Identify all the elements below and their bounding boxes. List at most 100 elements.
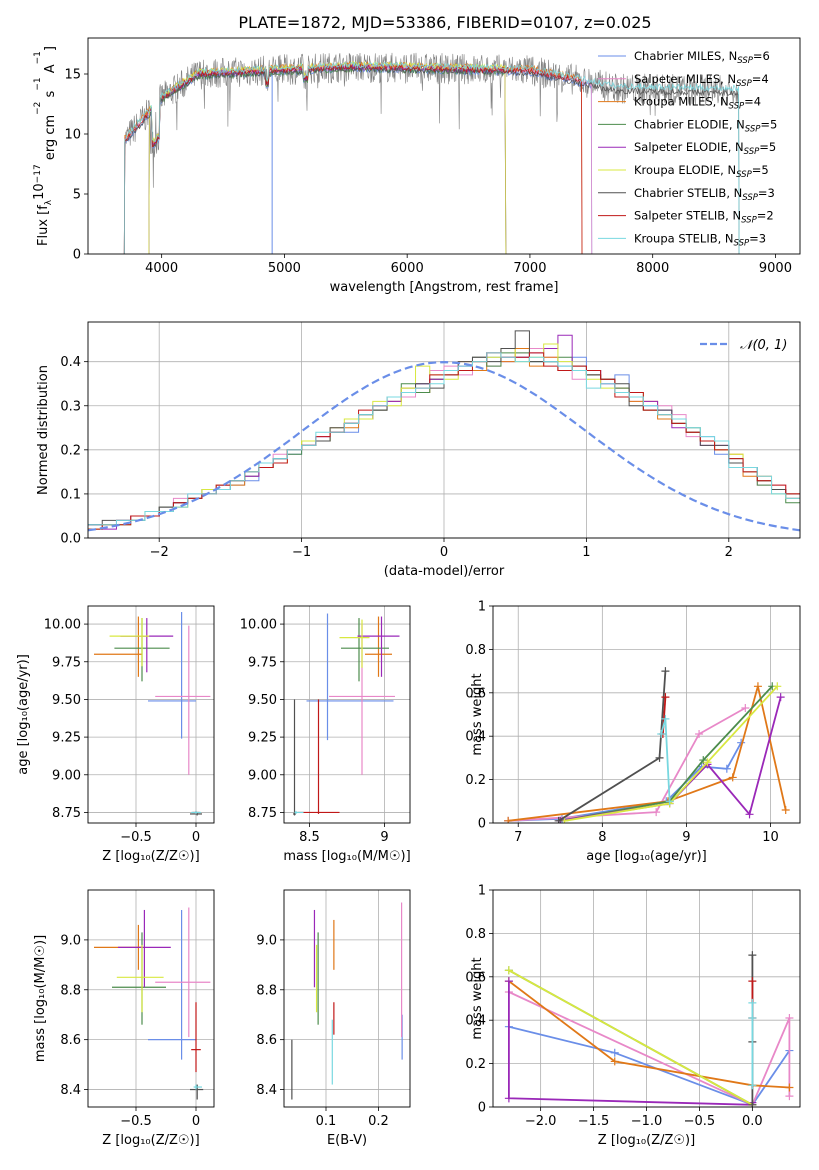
legend-label: Kroupa STELIB, NSSP=3 bbox=[634, 231, 766, 248]
x-tick-label: −1.0 bbox=[631, 1114, 663, 1129]
plot-area bbox=[88, 330, 800, 532]
weight-point-marker bbox=[748, 1081, 757, 1090]
y-tick-label: 9.00 bbox=[52, 768, 81, 783]
legend-label-tail: =4 bbox=[744, 95, 761, 109]
weight-point-marker bbox=[748, 1100, 757, 1107]
axes-frame bbox=[87, 37, 801, 255]
y-axis-label-part: s bbox=[43, 90, 58, 101]
normal-curve bbox=[88, 360, 800, 532]
y-tick-label: 10.00 bbox=[44, 618, 81, 633]
x-tick-label: 0 bbox=[192, 1114, 200, 1129]
y-axis-label: mass weight bbox=[470, 673, 485, 755]
y-tick-label: 8.8 bbox=[256, 983, 277, 998]
x-axis-label: Z [log₁₀(Z/Z☉)] bbox=[102, 849, 199, 864]
legend-label-tail: =6 bbox=[753, 49, 770, 63]
y-tick-label: 0.3 bbox=[60, 399, 81, 414]
x-tick-label: 1 bbox=[582, 545, 590, 560]
weight-point-marker bbox=[695, 730, 704, 739]
weight-point-marker bbox=[661, 667, 670, 676]
y-tick-label: 0.8 bbox=[465, 927, 486, 942]
axes: −0.5 0 8.4 8.6 8.8 9.0 Z [log₁₀(Z/Z☉)] mass [lo… bbox=[33, 889, 215, 1148]
grid-lines bbox=[88, 322, 800, 539]
x-tick-label: 0 bbox=[192, 830, 200, 845]
histogram-step bbox=[88, 352, 800, 526]
legend-label-sub: SSP bbox=[742, 193, 758, 203]
x-axis-label: Z [log₁₀(Z/Z☉)] bbox=[102, 1133, 199, 1148]
x-tick-label: 2 bbox=[725, 545, 733, 560]
x-axis-label: mass [log₁₀(M/M☉)] bbox=[283, 849, 410, 864]
weight-point-marker bbox=[657, 730, 666, 739]
y-axis-label-part: −1 bbox=[33, 51, 43, 64]
weight-point-marker bbox=[652, 808, 661, 817]
y-tick-label: 9.25 bbox=[52, 731, 81, 746]
y-axis-label-part: −2 bbox=[33, 102, 43, 115]
legend-label-tail: =3 bbox=[749, 231, 766, 245]
legend-label: Salpeter MILES, NSSP=4 bbox=[634, 72, 769, 89]
weight-point-marker bbox=[748, 1014, 757, 1023]
axes-frame bbox=[492, 889, 801, 1108]
y-axis-label-part: 10 bbox=[32, 183, 47, 200]
mass-weight-vs-Z-panel: −2.0 −1.5 −1.0 −0.5 0.0 0 0.2 0.4 0.6 0.8 1 Z [log₁… bbox=[465, 884, 801, 1148]
x-tick-label: −0.5 bbox=[120, 830, 152, 845]
y-tick-label: 10 bbox=[64, 128, 81, 143]
axes-frame bbox=[283, 605, 411, 824]
legend-label-sub: SSP bbox=[729, 102, 745, 112]
axes: −2.0 −1.5 −1.0 −0.5 0.0 0 0.2 0.4 0.6 0.8 1 Z [log₁… bbox=[465, 884, 801, 1148]
legend-label-main: Kroupa STELIB, N bbox=[634, 231, 734, 245]
legend-label: Kroupa ELODIE, NSSP=5 bbox=[634, 163, 769, 180]
x-tick-label: 5000 bbox=[268, 261, 301, 276]
x-tick-label: 8.5 bbox=[299, 830, 320, 845]
y-tick-label: 9.25 bbox=[248, 731, 277, 746]
weight-point-marker bbox=[554, 816, 563, 823]
grid-lines bbox=[284, 890, 410, 1107]
mass-vs-EBV-panel: 0.1 0.2 8.4 8.6 8.8 9.0 E(B-V) bbox=[256, 889, 411, 1148]
axes-frame bbox=[87, 605, 215, 824]
y-tick-label: 8.6 bbox=[256, 1033, 277, 1048]
plot-area bbox=[123, 52, 740, 254]
y-tick-label: 9.50 bbox=[248, 693, 277, 708]
y-axis-label-part: A bbox=[43, 64, 58, 77]
y-tick-label: 1 bbox=[478, 600, 486, 615]
x-tick-label: 0.0 bbox=[742, 1114, 763, 1129]
legend-label: 𝒩(0, 1) bbox=[740, 338, 787, 353]
y-tick-label: 0 bbox=[73, 248, 81, 263]
spectrum-panel: 4000 5000 6000 7000 8000 9000 0 5 10 15 wavelength… bbox=[32, 37, 801, 295]
x-tick-label: −1 bbox=[292, 545, 311, 560]
x-axis-label: age [log₁₀(age/yr)] bbox=[586, 849, 707, 864]
legend-label-main: Salpeter MILES, N bbox=[634, 72, 736, 86]
legend-label: Chabrier MILES, NSSP=6 bbox=[634, 49, 770, 66]
grid-lines bbox=[284, 606, 410, 823]
axes: 7 8 9 10 0 0.2 0.4 0.6 0.8 1 age [log₁₀(age/yr)] ma… bbox=[465, 600, 801, 864]
y-tick-label: 9.00 bbox=[248, 768, 277, 783]
model-spectrum-line bbox=[123, 63, 593, 254]
y-tick-label: 0.2 bbox=[60, 443, 81, 458]
x-tick-label: 9 bbox=[380, 830, 388, 845]
weight-point-marker bbox=[748, 998, 757, 1007]
weight-point-marker bbox=[748, 951, 757, 960]
weight-point-marker bbox=[748, 977, 757, 986]
x-tick-label: 6000 bbox=[391, 261, 424, 276]
y-tick-label: 0.2 bbox=[465, 773, 486, 788]
y-tick-label: 0.6 bbox=[465, 970, 486, 985]
weight-line bbox=[560, 685, 773, 822]
x-tick-label: 9 bbox=[682, 830, 690, 845]
weight-line bbox=[508, 1025, 791, 1106]
y-tick-label: 0.6 bbox=[465, 686, 486, 701]
x-tick-label: 0.1 bbox=[316, 1114, 337, 1129]
weight-point-marker bbox=[504, 977, 513, 986]
y-tick-label: 8.75 bbox=[52, 806, 81, 821]
y-tick-label: 9.75 bbox=[52, 655, 81, 670]
legend-label: Chabrier STELIB, NSSP=3 bbox=[634, 186, 775, 203]
y-tick-label: 0.0 bbox=[60, 532, 81, 547]
weight-point-marker bbox=[610, 1057, 619, 1066]
residual-histogram-panel: −2 −1 0 1 2 0.0 0.1 0.2 0.3 0.4 (data-model)/error… bbox=[36, 321, 801, 579]
y-axis-label: mass [log₁₀(M/M☉)] bbox=[33, 935, 48, 1062]
y-tick-label: 5 bbox=[73, 188, 81, 203]
legend-label-tail: =2 bbox=[757, 209, 774, 223]
y-axis-label-part: −17 bbox=[33, 164, 43, 183]
weight-point-marker bbox=[785, 1083, 794, 1092]
x-axis-label: (data-model)/error bbox=[384, 564, 505, 579]
y-tick-label: 0 bbox=[478, 817, 486, 832]
model-spectrum-line bbox=[148, 63, 507, 254]
weight-point-marker bbox=[728, 773, 737, 782]
